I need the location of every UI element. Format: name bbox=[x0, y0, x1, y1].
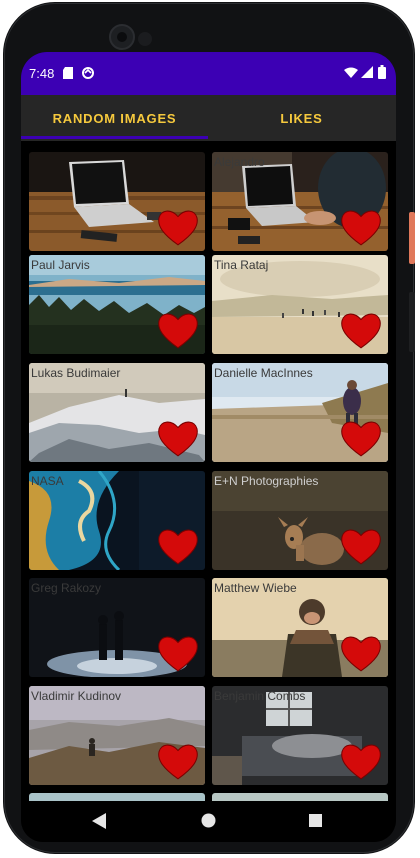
image-partial bbox=[212, 793, 388, 801]
tab-likes[interactable]: LIKES bbox=[280, 110, 323, 126]
image-author: Lukas Budimaier bbox=[31, 366, 121, 380]
like-heart-icon[interactable] bbox=[340, 741, 382, 781]
data-saver-icon bbox=[82, 67, 94, 79]
image-author: NASA bbox=[31, 474, 64, 488]
like-heart-icon[interactable] bbox=[157, 418, 199, 458]
image-card[interactable]: E+N Photographies bbox=[212, 471, 388, 570]
system-nav-bar bbox=[21, 801, 396, 842]
image-card[interactable]: Lukas Budimaier bbox=[29, 363, 205, 462]
front-camera bbox=[109, 24, 135, 50]
like-heart-icon[interactable] bbox=[340, 418, 382, 458]
image-person-scarf bbox=[212, 578, 388, 677]
like-heart-icon[interactable] bbox=[157, 207, 199, 247]
phone-frame: 7:48 RANDOM IMAGES LIKES bbox=[3, 2, 415, 854]
image-author: Danielle MacInnes bbox=[214, 366, 313, 380]
image-card[interactable] bbox=[29, 152, 205, 251]
image-author: Paul Jarvis bbox=[31, 258, 90, 272]
home-icon[interactable] bbox=[201, 813, 216, 828]
image-card[interactable]: NASA bbox=[29, 471, 205, 570]
image-author: E+N Photographies bbox=[214, 474, 319, 488]
tab-selected-indicator bbox=[21, 136, 208, 139]
image-card[interactable]: Danielle MacInnes bbox=[212, 363, 388, 462]
wifi-icon bbox=[344, 67, 358, 78]
tab-random-images[interactable]: RANDOM IMAGES bbox=[52, 110, 177, 126]
like-heart-icon[interactable] bbox=[157, 310, 199, 350]
image-card[interactable]: Tina Rataj bbox=[212, 255, 388, 354]
like-heart-icon[interactable] bbox=[340, 207, 382, 247]
like-heart-icon[interactable] bbox=[157, 633, 199, 673]
image-card[interactable]: Paul Jarvis bbox=[29, 255, 205, 354]
image-author: Matthew Wiebe bbox=[214, 581, 297, 595]
like-heart-icon[interactable] bbox=[340, 526, 382, 566]
like-heart-icon[interactable] bbox=[157, 741, 199, 781]
like-heart-icon[interactable] bbox=[340, 633, 382, 673]
image-card[interactable]: Alejandro bbox=[212, 152, 388, 251]
image-author: Benjamin Combs bbox=[214, 689, 306, 703]
back-icon[interactable] bbox=[92, 813, 106, 829]
like-heart-icon[interactable] bbox=[340, 310, 382, 350]
battery-icon bbox=[378, 65, 386, 79]
image-card[interactable]: Matthew Wiebe bbox=[212, 578, 388, 677]
image-card[interactable] bbox=[29, 793, 205, 801]
status-bar: 7:48 bbox=[21, 52, 396, 95]
image-author: Vladimir Kudinov bbox=[31, 689, 122, 703]
image-author: Tina Rataj bbox=[214, 258, 269, 272]
tab-bar: RANDOM IMAGES LIKES bbox=[21, 95, 396, 141]
signal-icon bbox=[361, 66, 373, 78]
image-author: Alejandro bbox=[214, 155, 265, 169]
like-heart-icon[interactable] bbox=[157, 526, 199, 566]
sd-card-icon bbox=[63, 67, 73, 79]
image-hill-person bbox=[29, 686, 205, 785]
recents-icon[interactable] bbox=[309, 814, 322, 827]
image-author: Greg Rakozy bbox=[31, 581, 102, 595]
image-partial bbox=[29, 793, 205, 801]
volume-button bbox=[409, 292, 415, 352]
image-card[interactable]: Greg Rakozy bbox=[29, 578, 205, 677]
proximity-sensor bbox=[138, 32, 152, 46]
image-card[interactable]: Benjamin Combs bbox=[212, 686, 388, 785]
image-grid[interactable]: Alejandro Paul Jarvis bbox=[21, 141, 396, 801]
power-button bbox=[409, 212, 415, 264]
screen: 7:48 RANDOM IMAGES LIKES bbox=[21, 52, 396, 842]
image-card[interactable] bbox=[212, 793, 388, 801]
status-time: 7:48 bbox=[29, 66, 55, 81]
image-card[interactable]: Vladimir Kudinov bbox=[29, 686, 205, 785]
